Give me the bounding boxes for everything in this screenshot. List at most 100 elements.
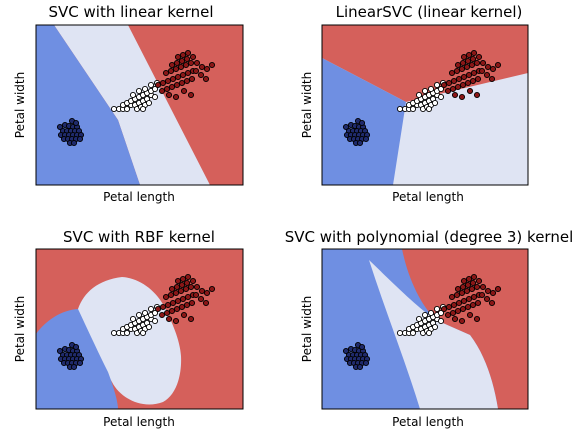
data-point-class-2 [189, 277, 197, 285]
data-point-class-0 [76, 135, 84, 143]
data-point-class-0 [72, 343, 80, 351]
data-point-class-2 [465, 275, 473, 283]
data-point-class-2 [473, 91, 481, 99]
x-axis-label: Petal length [103, 415, 175, 429]
data-point-class-0 [56, 123, 64, 131]
data-point-class-2 [465, 295, 473, 303]
panel-svc-rbf: SVC with RBF kernel Petal length Petal w… [13, 228, 244, 429]
data-point-class-1 [437, 309, 445, 317]
data-point-class-2 [458, 289, 466, 297]
data-point-class-2 [488, 299, 496, 307]
panel-title: LinearSVC (linear kernel) [336, 3, 523, 21]
data-point-class-2 [182, 285, 190, 293]
data-point-class-2 [473, 59, 481, 67]
data-point-class-2 [184, 273, 192, 281]
data-point-class-2 [466, 311, 474, 319]
data-point-class-2 [177, 287, 185, 295]
data-point-class-2 [184, 69, 192, 77]
data-point-class-1 [123, 105, 131, 113]
data-point-class-1 [427, 85, 435, 93]
data-point-class-2 [180, 311, 188, 319]
data-point-class-2 [444, 311, 452, 319]
data-point-class-2 [445, 303, 453, 311]
data-point-class-2 [448, 293, 456, 301]
data-point-class-2 [167, 67, 175, 75]
data-point-class-1 [123, 329, 131, 337]
plot-frame [321, 248, 529, 410]
data-point-class-2 [163, 309, 171, 317]
data-point-class-2 [474, 75, 482, 83]
data-point-class-0 [358, 343, 366, 351]
data-point-class-1 [433, 81, 441, 89]
data-point-class-2 [460, 277, 468, 285]
data-point-class-2 [187, 283, 195, 291]
data-point-class-2 [451, 315, 459, 323]
data-point-class-2 [468, 285, 476, 293]
data-point-class-2 [203, 65, 211, 73]
data-point-class-2 [198, 287, 206, 295]
data-point-class-2 [470, 273, 478, 281]
data-point-class-2 [192, 291, 200, 299]
data-point-class-2 [192, 67, 200, 75]
data-point-class-2 [488, 75, 496, 83]
data-point-class-2 [470, 49, 478, 57]
plot-frame [321, 24, 529, 186]
data-point-class-2 [459, 81, 467, 89]
data-point-class-2 [464, 281, 472, 289]
data-point-class-2 [172, 317, 180, 325]
data-point-class-2 [458, 317, 466, 325]
data-point-class-2 [154, 81, 162, 89]
data-point-class-1 [415, 315, 423, 323]
data-point-class-2 [494, 61, 502, 69]
data-point-class-2 [158, 311, 166, 319]
data-point-class-2 [174, 73, 182, 81]
data-point-class-1 [129, 91, 137, 99]
data-point-class-2 [464, 79, 472, 87]
data-point-class-2 [167, 291, 175, 299]
data-point-class-2 [168, 61, 176, 69]
data-point-class-2 [202, 75, 210, 83]
data-point-class-1 [396, 329, 404, 337]
data-point-class-1 [437, 317, 445, 325]
data-point-class-1 [110, 105, 118, 113]
data-point-class-2 [187, 91, 195, 99]
data-point-class-2 [451, 91, 459, 99]
data-point-class-2 [183, 55, 191, 63]
data-point-class-2 [459, 283, 467, 291]
data-point-class-1 [129, 315, 137, 323]
data-point-class-0 [362, 135, 370, 143]
data-point-class-2 [164, 301, 172, 309]
data-point-class-2 [173, 283, 181, 291]
data-point-class-2 [473, 283, 481, 291]
data-point-class-2 [179, 275, 187, 283]
data-point-class-1 [147, 305, 155, 313]
data-point-class-2 [454, 61, 462, 69]
data-point-class-1 [139, 105, 147, 113]
data-point-class-2 [448, 69, 456, 77]
data-point-class-2 [169, 299, 177, 307]
data-point-class-2 [463, 63, 471, 71]
data-point-class-2 [202, 299, 210, 307]
data-point-class-1 [409, 329, 417, 337]
data-point-class-2 [464, 57, 472, 65]
data-point-class-2 [187, 315, 195, 323]
data-point-class-2 [484, 287, 492, 295]
data-point-class-0 [342, 123, 350, 131]
data-point-class-2 [183, 301, 191, 309]
data-point-class-2 [178, 57, 186, 65]
data-point-class-2 [483, 71, 491, 79]
region-class-1 [369, 260, 498, 409]
data-point-class-2 [154, 305, 162, 313]
data-point-class-1 [151, 309, 159, 317]
y-axis-label: Petal width [13, 72, 27, 138]
data-point-class-2 [475, 277, 483, 285]
data-point-class-1 [425, 329, 433, 337]
data-point-class-2 [440, 81, 448, 89]
data-point-class-2 [168, 307, 176, 315]
data-points [56, 273, 216, 371]
data-point-class-2 [468, 61, 476, 69]
data-point-class-2 [179, 51, 187, 59]
data-point-class-2 [465, 71, 473, 79]
data-point-class-2 [168, 83, 176, 91]
data-points [56, 49, 216, 147]
